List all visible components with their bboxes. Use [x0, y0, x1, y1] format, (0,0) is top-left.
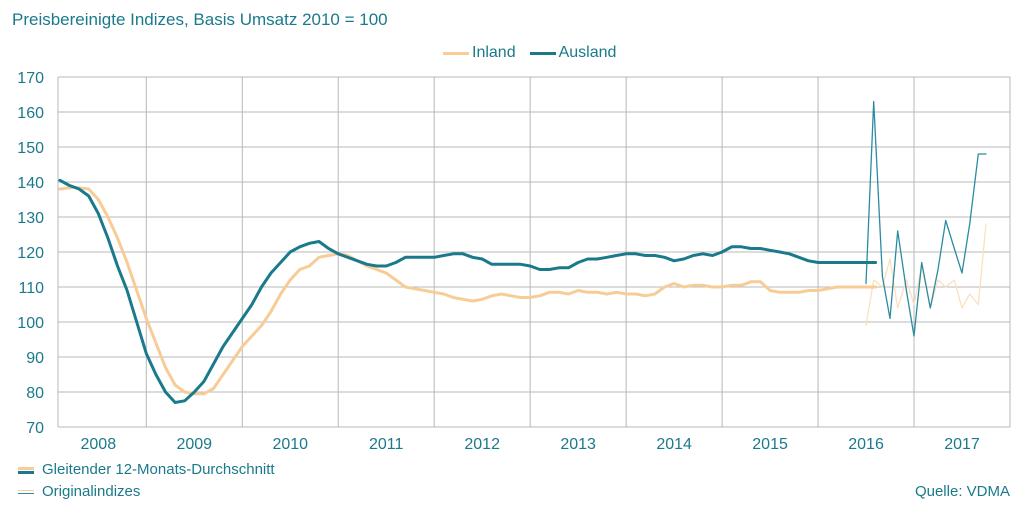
- x-tick-label: 2013: [560, 436, 596, 453]
- x-tick-label: 2015: [752, 436, 788, 453]
- chart-title: Preisbereinigte Indizes, Basis Umsatz 20…: [12, 10, 388, 29]
- legend-label-ausland: Ausland: [558, 44, 617, 61]
- y-tick-label: 140: [17, 175, 44, 192]
- series-line-inland-original: [865, 223, 987, 327]
- y-tick-label: 150: [17, 140, 44, 157]
- x-tick-label: 2008: [81, 436, 117, 453]
- series-line-ausland-smoothed: [58, 178, 878, 404]
- y-tick-label: 110: [18, 280, 44, 297]
- x-tick-label: 2009: [176, 436, 212, 453]
- x-tick-label: 2010: [272, 436, 308, 453]
- bottom-legend-smoothed-label: Gleitender 12-Monats-Durchschnitt: [42, 461, 275, 478]
- legend-item-ausland: Ausland: [529, 44, 617, 62]
- smoothed-line-icon: [18, 464, 36, 476]
- legend-swatch-ausland: [529, 51, 556, 55]
- y-tick-label: 130: [17, 210, 44, 227]
- x-tick-label: 2014: [656, 436, 692, 453]
- y-tick-label: 70: [26, 420, 44, 437]
- legend-item-inland: Inland: [443, 44, 516, 62]
- bottom-legend-original: Originalindizes: [18, 483, 140, 500]
- y-tick-label: 80: [26, 385, 44, 402]
- legend: Inland Ausland: [443, 44, 630, 62]
- bottom-legend-original-label: Originalindizes: [42, 483, 141, 500]
- y-tick-label: 160: [17, 105, 44, 122]
- legend-label-inland: Inland: [472, 44, 516, 61]
- x-tick-label: 2016: [848, 436, 884, 453]
- x-tick-label: 2012: [464, 436, 500, 453]
- x-tick-label: 2011: [369, 436, 404, 453]
- series-line-inland-smoothed: [58, 185, 878, 396]
- bottom-legend-smoothed: Gleitender 12-Monats-Durchschnitt: [18, 461, 275, 478]
- x-tick-label: 2017: [944, 436, 980, 453]
- original-line-icon: [18, 486, 36, 498]
- source-note: Quelle: VDMA: [914, 483, 1010, 500]
- y-tick-label: 120: [17, 245, 44, 262]
- series-line-ausland-original: [865, 100, 987, 337]
- legend-swatch-inland: [443, 51, 469, 55]
- y-tick-label: 90: [26, 350, 44, 367]
- y-tick-label: 100: [17, 315, 44, 332]
- y-tick-label: 170: [17, 70, 44, 87]
